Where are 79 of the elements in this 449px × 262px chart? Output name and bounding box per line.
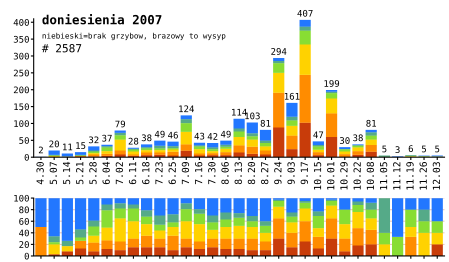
x-tick-label: 7.30 xyxy=(208,162,216,184)
total-label: 38 xyxy=(353,134,363,142)
total-label: 3 xyxy=(396,146,400,154)
x-tick-label: 7.23 xyxy=(155,162,163,184)
total-label: 5 xyxy=(435,146,440,152)
chart-title: doniesienia 2007 xyxy=(42,14,162,24)
total-label: 2 xyxy=(38,146,43,154)
x-tick-label: 10.29 xyxy=(340,162,348,190)
total-label: 124 xyxy=(179,105,194,112)
total-label: 37 xyxy=(102,134,112,142)
y-tick-label: 0 xyxy=(24,154,29,161)
total-label: 11 xyxy=(63,144,72,150)
x-tick-label: 8.27 xyxy=(261,162,268,184)
y-tick-label: 400 xyxy=(14,18,29,26)
y-tick-label: 40 xyxy=(19,230,29,236)
total-label: 407 xyxy=(297,10,313,17)
x-tick-label: 5.07 xyxy=(50,162,57,184)
x-tick-label: 11.05 xyxy=(380,162,388,190)
x-tick-label: 7.02 xyxy=(116,162,124,184)
x-tick-label: 10.01 xyxy=(327,162,334,190)
x-tick-label: 9.17 xyxy=(300,162,308,184)
x-tick-label: 8.13 xyxy=(234,162,242,184)
x-tick-label: 6.25 xyxy=(168,162,176,184)
x-tick-label: 10.15 xyxy=(314,162,322,190)
total-label: 42 xyxy=(208,133,218,140)
x-tick-label: 8.06 xyxy=(221,162,229,184)
x-tick-label: 7.16 xyxy=(194,162,202,184)
y-tick-label: 250 xyxy=(14,70,29,76)
total-label: 28 xyxy=(128,138,138,145)
y-tick-label: 150 xyxy=(14,103,29,110)
x-tick-label: 6.04 xyxy=(102,162,110,184)
y-tick-label: 80 xyxy=(19,206,29,214)
x-tick-label: 4.30 xyxy=(36,162,44,184)
x-tick-label: 9.03 xyxy=(287,162,295,184)
total-label: 79 xyxy=(115,120,126,128)
x-tick-label: 11.19 xyxy=(406,162,414,190)
y-tick-label: 350 xyxy=(14,36,29,43)
y-tick-label: 200 xyxy=(14,86,29,94)
total-label: 81 xyxy=(260,120,270,127)
y-tick-label: 100 xyxy=(14,120,29,128)
x-tick-label: 12.03 xyxy=(432,162,440,190)
total-label: 5 xyxy=(422,146,426,152)
total-label: 15 xyxy=(76,142,86,150)
total-label: 32 xyxy=(88,136,98,144)
x-tick-label: 11.26 xyxy=(420,162,427,190)
total-label: 49 xyxy=(154,130,165,138)
y-tick-label: 20 xyxy=(19,241,29,248)
x-tick-label: 5.21 xyxy=(76,162,84,184)
total-label: 43 xyxy=(194,132,204,140)
y-tick-label: 60 xyxy=(19,218,29,225)
total-label: 199 xyxy=(324,80,340,87)
y-tick-label: 300 xyxy=(14,52,29,60)
x-tick-label: 8.20 xyxy=(248,162,256,184)
total-label: 114 xyxy=(232,108,247,116)
annotation: # 2587 xyxy=(42,44,82,52)
total-label: 38 xyxy=(142,134,152,142)
y-tick-label: 0 xyxy=(24,252,29,260)
x-tick-label: 6.11 xyxy=(128,162,136,184)
total-label: 161 xyxy=(284,92,300,100)
total-label: 5 xyxy=(382,146,386,152)
x-tick-label: 7.09 xyxy=(182,162,190,184)
x-tick-label: 10.22 xyxy=(353,162,361,190)
x-tick-label: 5.14 xyxy=(62,162,70,184)
total-label: 30 xyxy=(340,137,350,144)
x-tick-label: 10.08 xyxy=(366,162,374,190)
total-label: 46 xyxy=(168,132,178,139)
total-label: 49 xyxy=(220,130,231,138)
x-tick-label: 11.12 xyxy=(393,162,400,190)
y-tick-label: 100 xyxy=(14,194,29,202)
x-tick-label: 6.18 xyxy=(142,162,150,184)
y-tick-label: 50 xyxy=(19,137,29,144)
total-label: 6 xyxy=(408,145,413,152)
total-label: 81 xyxy=(366,120,376,127)
x-tick-label: 9.24 xyxy=(274,162,282,184)
x-tick-label: 5.28 xyxy=(89,162,97,184)
total-label: 103 xyxy=(245,112,260,120)
total-label: 20 xyxy=(49,140,59,148)
total-label: 47 xyxy=(313,132,324,138)
total-label: 294 xyxy=(271,48,286,55)
